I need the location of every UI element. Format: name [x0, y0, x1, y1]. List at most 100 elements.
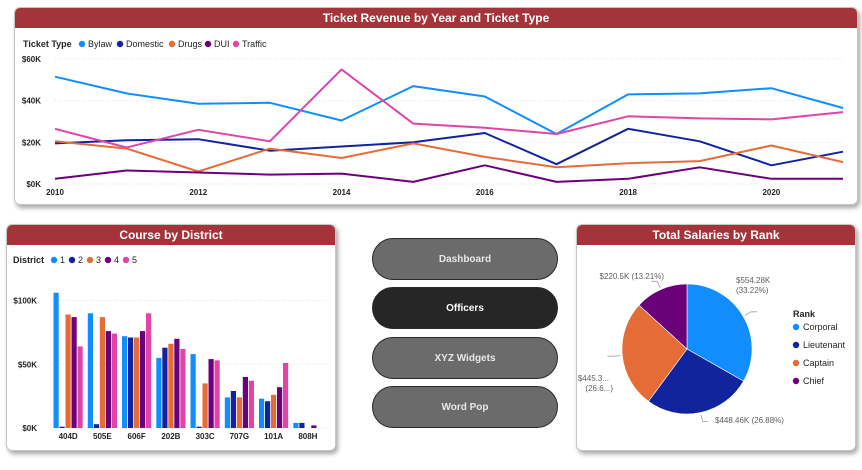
legend-label-corporal[interactable]: Corporal: [803, 322, 838, 332]
bar-606f-district-3[interactable]: [134, 337, 140, 429]
legend-label-domestic[interactable]: Domestic: [126, 39, 164, 49]
bar-202b-district-3[interactable]: [168, 343, 174, 428]
legend-marker-captain: [792, 359, 800, 367]
bar-303c-district-1[interactable]: [190, 354, 196, 428]
pie-slice-lieutenant[interactable]: [648, 348, 744, 415]
bar-101a-district-5[interactable]: [283, 363, 289, 428]
bar-707g-district-3[interactable]: [236, 397, 242, 428]
bar-808h-district-2[interactable]: [299, 422, 305, 428]
legend-label-district-4[interactable]: 4: [114, 255, 119, 265]
slice-label-lieutenant: $448.46K (26.88%): [715, 416, 784, 425]
bar-404d-district-5[interactable]: [77, 346, 83, 428]
bar-303c-district-2[interactable]: [196, 426, 202, 428]
bar-303c-district-4[interactable]: [208, 359, 214, 428]
xyz-widgets-nav-button[interactable]: XYZ Widgets: [372, 337, 558, 379]
series-line-drugs[interactable]: [54, 140, 844, 173]
revenue-y-tick: $40K: [22, 97, 41, 106]
legend-marker-domestic: [116, 40, 124, 48]
revenue-y-tick: $60K: [22, 55, 41, 64]
revenue-x-tick: 2012: [189, 188, 207, 197]
legend-label-district-1[interactable]: 1: [60, 255, 65, 265]
bar-202b-district-1[interactable]: [156, 357, 162, 428]
bar-303c-district-3[interactable]: [202, 383, 208, 428]
legend-label-drugs[interactable]: Drugs: [178, 39, 203, 49]
course-district-chart[interactable]: District 1 2 3 4 5 $0K $50K $100K 404D 505E 606F 2…: [7, 225, 336, 451]
legend-label-dui[interactable]: DUI: [214, 39, 230, 49]
legend-label-traffic[interactable]: Traffic: [242, 39, 267, 49]
bar-707g-district-5[interactable]: [248, 380, 254, 428]
revenue-y-tick: $0K: [26, 180, 41, 189]
bar-808h-district-4[interactable]: [311, 425, 317, 428]
legend-label-district-5[interactable]: 5: [132, 255, 137, 265]
legend-marker-district-3: [86, 256, 94, 264]
salaries-rank-chart[interactable]: $554.28K (33.22%) $448.46K (26.88%) $445…: [577, 225, 856, 451]
pie-leader-line: [744, 311, 757, 316]
series-line-dui[interactable]: [54, 164, 843, 183]
bar-505e-district-1[interactable]: [87, 313, 93, 429]
bar-707g-district-1[interactable]: [224, 397, 230, 428]
dashboard-nav-button[interactable]: Dashboard: [372, 238, 558, 280]
bar-202b-district-2[interactable]: [162, 347, 168, 428]
series-line-traffic[interactable]: [54, 68, 844, 149]
bar-404d-district-3[interactable]: [65, 314, 71, 429]
legend-label-bylaw[interactable]: Bylaw: [88, 39, 113, 49]
revenue-x-tick: 2010: [46, 188, 64, 197]
pie-leader-line: [700, 414, 709, 422]
legend-marker-district-4: [104, 256, 112, 264]
bar-404d-district-2[interactable]: [59, 426, 65, 428]
course-district-card: Course by District District 1 2 3 4 5 $0K $50…: [6, 224, 336, 451]
legend-label-chief[interactable]: Chief: [803, 376, 825, 386]
legend-label-lieutenant[interactable]: Lieutenant: [803, 340, 846, 350]
slice-label-captain-value: $445.3...: [578, 374, 609, 383]
bar-202b-district-4[interactable]: [174, 338, 180, 429]
legend-marker-bylaw: [78, 40, 86, 48]
bar-101a-district-4[interactable]: [277, 387, 283, 428]
salaries-rank-title: Total Salaries by Rank: [577, 225, 855, 245]
pie-slice-chief[interactable]: [638, 283, 688, 350]
bar-505e-district-3[interactable]: [99, 317, 105, 428]
revenue-x-tick: 2020: [762, 188, 780, 197]
bar-606f-district-4[interactable]: [140, 331, 146, 428]
revenue-x-tick: 2014: [333, 188, 351, 197]
bar-101a-district-2[interactable]: [265, 401, 271, 428]
bar-606f-district-2[interactable]: [128, 337, 134, 429]
pie-slice-corporal[interactable]: [686, 283, 753, 382]
rank-legend-title: Rank: [793, 309, 816, 319]
slice-label-corporal-percent: (33.22%): [736, 286, 769, 295]
pie-slice-captain[interactable]: [621, 304, 688, 402]
ticket-revenue-title: Ticket Revenue by Year and Ticket Type: [15, 8, 857, 28]
bar-505e-district-2[interactable]: [93, 424, 99, 428]
ticket-revenue-card: Ticket Revenue by Year and Ticket Type T…: [14, 7, 858, 205]
legend-marker-drugs: [168, 40, 176, 48]
legend-label-district-3[interactable]: 3: [96, 255, 101, 265]
bar-707g-district-4[interactable]: [242, 377, 248, 428]
bar-707g-district-2[interactable]: [230, 391, 236, 428]
bar-101a-district-3[interactable]: [271, 394, 277, 428]
legend-label-district-2[interactable]: 2: [78, 255, 83, 265]
bar-404d-district-4[interactable]: [71, 317, 77, 428]
ticket-revenue-chart[interactable]: Ticket Type Bylaw Domestic Drugs DUI Traffic…: [15, 8, 858, 205]
bar-606f-district-5[interactable]: [146, 313, 152, 429]
legend-marker-dui: [204, 40, 212, 48]
bar-101a-district-1[interactable]: [259, 398, 265, 428]
revenue-legend-title: Ticket Type: [23, 39, 72, 49]
district-y-tick: $100K: [13, 297, 37, 306]
word-pop-nav-button[interactable]: Word Pop: [372, 386, 558, 428]
legend-marker-district-1: [50, 256, 58, 264]
bar-202b-district-5[interactable]: [180, 348, 186, 428]
bar-808h-district-1[interactable]: [293, 422, 299, 428]
district-x-tick: 101A: [264, 432, 283, 441]
bar-606f-district-1[interactable]: [122, 336, 128, 428]
district-y-tick: $0K: [22, 424, 37, 433]
district-x-tick: 404D: [59, 432, 78, 441]
bar-303c-district-5[interactable]: [214, 360, 220, 428]
series-line-bylaw[interactable]: [54, 75, 844, 135]
bar-505e-district-5[interactable]: [111, 333, 117, 428]
legend-label-captain[interactable]: Captain: [803, 358, 834, 368]
series-line-domestic[interactable]: [54, 127, 844, 167]
bar-404d-district-1[interactable]: [53, 292, 59, 428]
slice-label-corporal-value: $554.28K: [736, 276, 771, 285]
bar-505e-district-4[interactable]: [105, 331, 111, 428]
pie-leader-line: [651, 280, 661, 288]
officers-nav-button[interactable]: Officers: [372, 287, 558, 329]
